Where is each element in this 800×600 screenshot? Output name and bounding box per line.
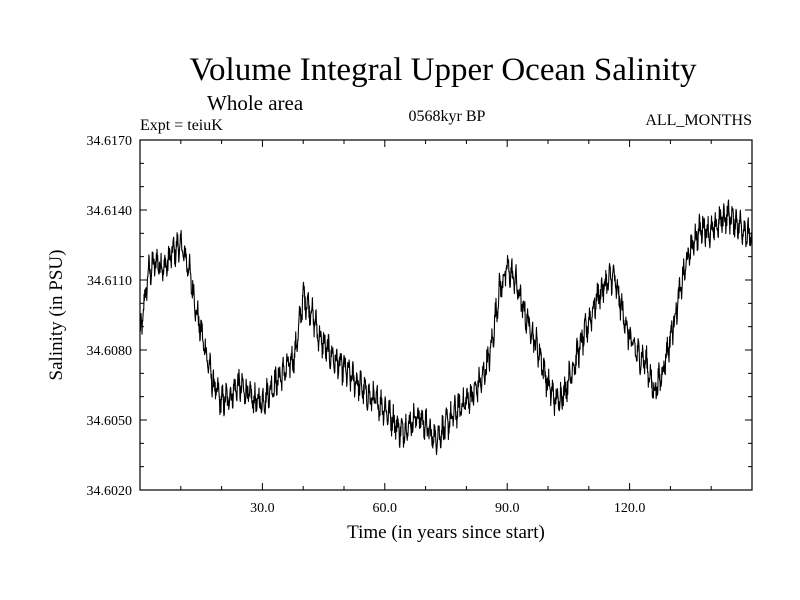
y-axis-label: Salinity (in PSU): [46, 250, 67, 381]
y-tick-label: 34.6020: [87, 484, 133, 499]
months-label: ALL_MONTHS: [645, 112, 752, 129]
salinity-series-line: [139, 199, 753, 456]
x-axis: 30.0 60.0 90.0 120.0: [180, 140, 712, 516]
y-tick-label: 34.6140: [87, 204, 133, 219]
series-layer: [139, 199, 753, 456]
experiment-label: Expt = teiuK: [140, 117, 223, 134]
x-tick-label: 120.0: [614, 501, 646, 516]
y-tick-label: 34.6050: [87, 414, 133, 429]
chart-title: Volume Integral Upper Ocean Salinity: [189, 52, 697, 88]
period-label: 0568kyr BP: [409, 108, 486, 125]
y-tick-label: 34.6080: [87, 344, 133, 359]
y-axis: 34.6020 34.6050 34.6080 34.6110 34.6140 34.61…: [87, 134, 752, 499]
y-tick-label: 34.6110: [87, 274, 132, 289]
x-axis-label: Time (in years since start): [347, 522, 545, 543]
y-tick-label: 34.6170: [87, 134, 133, 149]
chart-subtitle: Whole area: [207, 91, 304, 115]
x-tick-label: 30.0: [250, 501, 275, 516]
x-tick-label: 90.0: [495, 501, 520, 516]
plot-frame: [139, 139, 753, 491]
x-tick-label: 60.0: [373, 501, 398, 516]
